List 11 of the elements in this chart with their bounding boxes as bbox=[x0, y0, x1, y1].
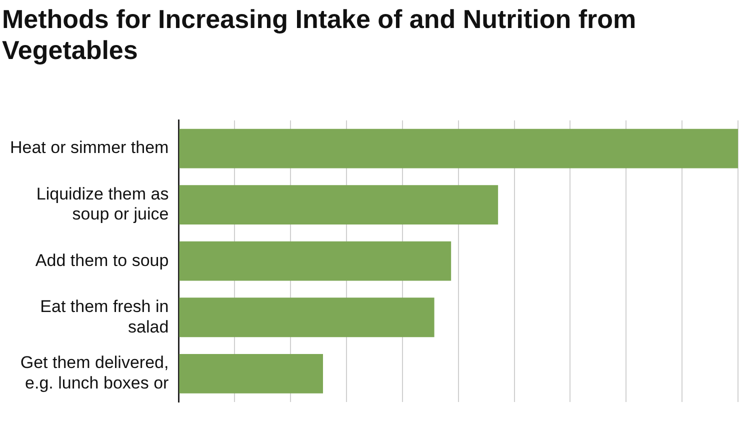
bar bbox=[179, 298, 434, 338]
chart-title: Methods for Increasing Intake of and Nutrition from Vegetables bbox=[2, 4, 638, 66]
bar bbox=[179, 354, 323, 394]
y-tick-label: Liquidize them as soup or juice bbox=[36, 184, 169, 224]
bar bbox=[179, 128, 738, 168]
y-tick-label: Eat them fresh in salad bbox=[40, 296, 169, 336]
y-tick-label: Get them delivered, e.g. lunch boxes or bbox=[20, 353, 170, 393]
y-tick-label: Add them to soup bbox=[35, 250, 169, 270]
bar bbox=[179, 185, 498, 225]
y-tick-label: Heat or simmer them bbox=[10, 138, 169, 158]
bar bbox=[179, 241, 452, 281]
